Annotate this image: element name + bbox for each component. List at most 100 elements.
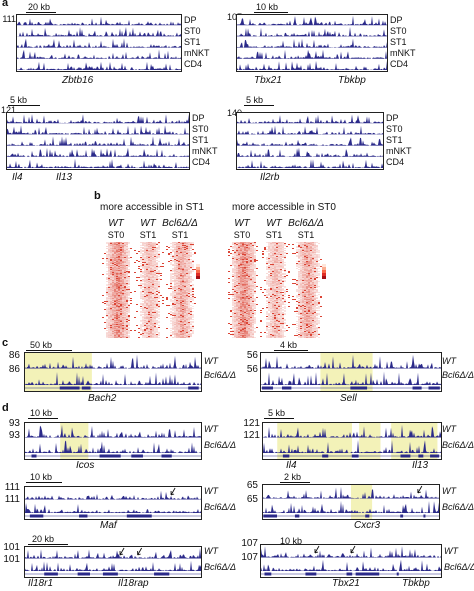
heatmap-cell <box>116 300 118 301</box>
heatmap-cell <box>120 324 122 325</box>
heatmap-cell <box>236 309 238 310</box>
heatmap-cell <box>182 253 184 254</box>
heatmap-cell <box>114 270 116 271</box>
heatmap-cell <box>188 331 190 332</box>
heatmap-cell <box>266 301 268 302</box>
heatmap-cell <box>188 305 190 306</box>
heatmap-cell <box>268 313 270 314</box>
heatmap-cell <box>272 286 274 287</box>
heatmap-cell <box>278 293 280 294</box>
heatmap-cell <box>278 254 280 255</box>
heatmap-cell <box>266 297 268 298</box>
heatmap-cell <box>116 304 118 305</box>
heatmap-cell <box>180 250 182 251</box>
heatmap-cell <box>234 281 236 282</box>
heatmap-cell <box>248 261 250 262</box>
heatmap-cell <box>126 301 128 302</box>
heatmap-cell <box>178 280 180 281</box>
heatmap-cell <box>248 272 250 273</box>
heatmap-cell <box>158 316 160 317</box>
heatmap-cell <box>234 328 236 329</box>
heatmap-cell <box>246 292 248 293</box>
heatmap-cell <box>236 331 238 332</box>
heatmap-cell <box>274 262 276 263</box>
heatmap-cell <box>248 315 250 316</box>
heatmap-cell <box>242 298 244 299</box>
heatmap-cell <box>248 306 250 307</box>
heatmap-cell <box>248 269 250 270</box>
heatmap-panel: WT ST0 WT ST1 Bcl6Δ/Δ ST1 WT ST0 WT ST1 Bcl6Δ/Δ ST1 <box>102 218 326 338</box>
heatmap-cell <box>106 322 108 323</box>
heatmap-cell <box>124 323 126 324</box>
heatmap-cell <box>106 319 108 320</box>
heatmap-cell <box>146 288 148 289</box>
heatmap-cell <box>188 296 190 297</box>
heatmap-cell <box>284 299 286 300</box>
heatmap-cell <box>268 250 270 251</box>
heatmap-cell <box>236 333 238 334</box>
heatmap-cell <box>116 248 118 249</box>
heatmap-cell <box>186 287 188 288</box>
heatmap-cell <box>266 294 268 295</box>
heatmap-cell <box>108 271 110 272</box>
heatmap-cell <box>130 292 132 293</box>
heatmap-cell <box>274 259 276 260</box>
heatmap-cell <box>112 253 114 254</box>
heatmap-cell <box>110 282 112 283</box>
heatmap-cell <box>120 306 122 307</box>
heatmap-cell <box>236 278 238 279</box>
heatmap-cell <box>148 335 150 336</box>
heatmap-cell <box>190 277 192 278</box>
heatmap-cell <box>116 319 118 320</box>
track-label-cd4: CD4 <box>192 157 211 167</box>
heatmap-cell <box>250 329 252 330</box>
heatmap-cell <box>110 320 112 321</box>
heatmap-cell <box>158 283 160 284</box>
heatmap-cell <box>178 317 180 318</box>
heatmap-cell <box>282 268 284 269</box>
heatmap-cell <box>110 327 112 328</box>
coverage-track <box>7 158 189 168</box>
heatmap-cell <box>142 326 144 327</box>
heatmap-cell <box>150 315 152 316</box>
heatmap-cell <box>148 257 150 258</box>
heatmap-cell <box>240 321 242 322</box>
heatmap-cell <box>128 294 130 295</box>
heatmap-cell <box>252 278 254 279</box>
scale-bar <box>26 12 56 13</box>
heatmap-cell <box>280 290 282 291</box>
heatmap-cell <box>238 299 240 300</box>
heatmap-cell <box>246 274 248 275</box>
heatmap-cell <box>250 312 252 313</box>
heatmap-cell <box>122 289 124 290</box>
heatmap-cell <box>146 260 148 261</box>
heatmap-cell <box>122 261 124 262</box>
heatmap-cell <box>180 249 182 250</box>
heatmap-cell <box>240 309 242 310</box>
heatmap-cell <box>270 280 272 281</box>
heatmap-cell <box>254 280 256 281</box>
heatmap-cell <box>106 243 108 244</box>
heatmap-cell <box>172 287 174 288</box>
track-box <box>16 14 182 72</box>
heatmap-cell <box>122 250 124 251</box>
heatmap-cell <box>108 289 110 290</box>
heatmap-cell <box>186 258 188 259</box>
heatmap-cell <box>246 313 248 314</box>
heatmap-cell <box>114 261 116 262</box>
heatmap-cell <box>140 314 142 315</box>
heatmap-cell <box>140 251 142 252</box>
heatmap-cell <box>108 272 110 273</box>
heatmap-cell <box>244 252 246 253</box>
heatmap-cell <box>244 301 246 302</box>
heatmap-cell <box>230 311 232 312</box>
heatmap-cell <box>154 296 156 297</box>
heatmap-cell <box>242 315 244 316</box>
heatmap-cell <box>250 281 252 282</box>
heatmap-cell <box>278 288 280 289</box>
heatmap-cell <box>120 303 122 304</box>
heatmap-cell <box>266 266 268 267</box>
heatmap-cell <box>276 305 278 306</box>
heatmap-column <box>166 242 196 338</box>
heatmap-cell <box>254 298 256 299</box>
